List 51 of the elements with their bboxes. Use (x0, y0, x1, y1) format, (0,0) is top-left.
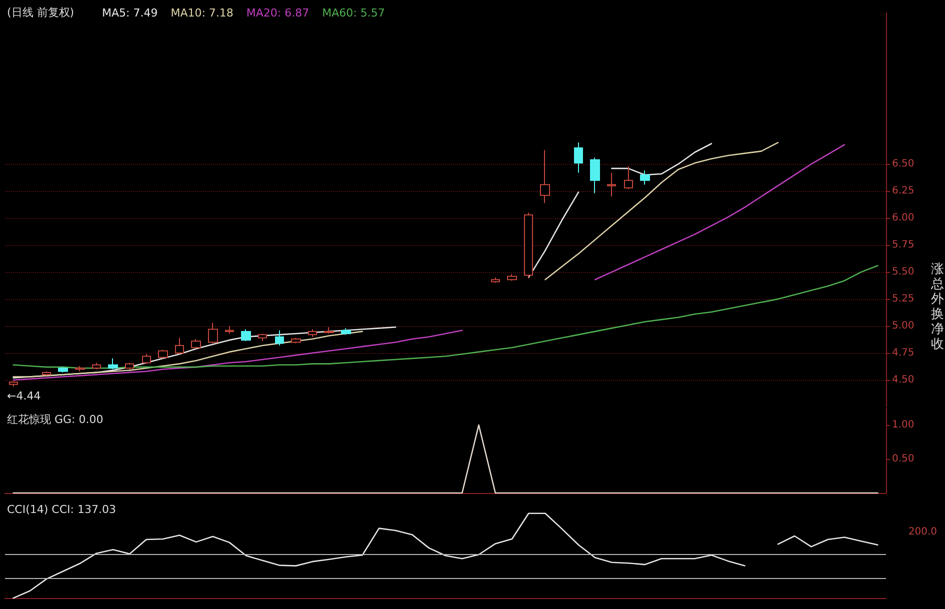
candlestick (291, 337, 301, 344)
candlestick (341, 328, 351, 336)
candlestick (540, 150, 550, 204)
y-tick-label: 1.00 (892, 420, 914, 430)
y-tick-label: 5.50 (892, 266, 914, 278)
candlestick (258, 333, 267, 342)
candlestick (58, 366, 68, 373)
y-tick-label: 6.50 (892, 158, 914, 170)
candlestick (524, 212, 533, 278)
text: MA10: 7.18 (170, 6, 234, 20)
chart-title: CCI(14) CCI: 137.03 (7, 503, 116, 516)
candlestick (275, 330, 284, 346)
y-tick-label: 4.75 (892, 348, 914, 359)
text: MA60: 5.57 (322, 6, 385, 20)
annotation: ←4.44 (7, 389, 41, 402)
candlestick (607, 172, 616, 198)
chart-title: 红花惊现 GG: 0.00 (7, 413, 104, 426)
y-tick-label: 5.25 (892, 294, 914, 305)
candlestick (507, 274, 517, 282)
candlestick (125, 362, 134, 370)
candlestick (225, 326, 234, 334)
candlestick (75, 365, 85, 372)
candlestick (324, 326, 334, 334)
candlestick (142, 354, 151, 364)
candlestick (9, 380, 18, 387)
candlestick (92, 362, 101, 370)
y-tick-label: 0.50 (892, 454, 914, 464)
candlestick (590, 157, 600, 194)
candlestick (491, 276, 500, 284)
text: MA5: 7.49 (102, 6, 158, 20)
text: MA20: 6.87 (246, 6, 310, 20)
line-series (12, 264, 878, 369)
candlestick (640, 170, 650, 186)
candlestick (574, 142, 583, 174)
candlestick (208, 322, 218, 344)
y-tick-label: 4.50 (892, 374, 914, 386)
candlestick (624, 166, 633, 190)
y-tick-label: 6.00 (892, 212, 914, 224)
text: 200.0 (908, 526, 938, 538)
y-tick-label: 5.75 (892, 240, 914, 251)
chart-title: (日线 前复权) (7, 6, 74, 19)
candlestick (175, 337, 184, 355)
candlestick (191, 338, 201, 350)
y-tick-label: 6.25 (892, 186, 914, 197)
y-tick-label: 5.00 (892, 320, 914, 332)
candlestick (42, 370, 51, 376)
text: 涨总外换净收 (930, 262, 944, 352)
candlestick (308, 328, 317, 338)
candlestick (108, 358, 118, 370)
candlestick (158, 349, 168, 359)
candlestick (241, 328, 251, 342)
